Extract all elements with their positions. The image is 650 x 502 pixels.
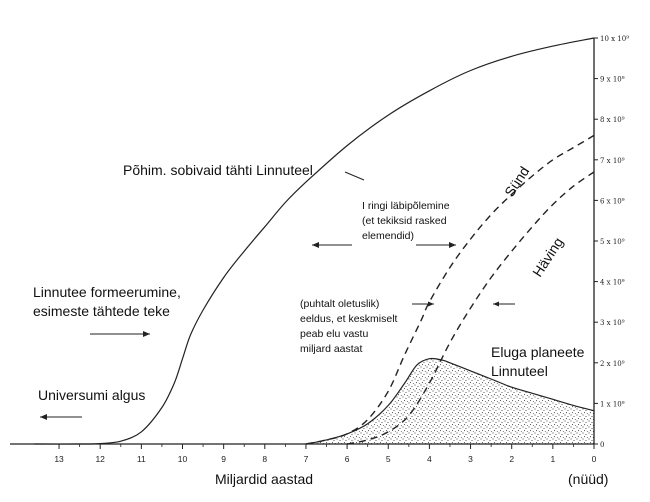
first-cycle-label-line3: elemendid) <box>362 230 414 242</box>
x-tick-label: 3 <box>468 454 473 464</box>
series-layer <box>34 37 595 445</box>
assumption-label-line4: miljard aastat <box>300 343 363 355</box>
y-tick-label: 2 x 10⁹ <box>600 360 625 368</box>
y-tick-label: 8 x 10⁹ <box>600 116 625 124</box>
life-planets-label-line2: Linnuteel <box>491 363 548 379</box>
stars-curve-label: Põhim. sobivaid tähti Linnuteel <box>123 162 313 178</box>
first-cycle-label-line2: (et tekiksid rasked <box>362 215 447 227</box>
life-planets-label-line1: Eluga planeete <box>491 344 585 360</box>
first-cycle-label-line1: I ringi läbipõlemine <box>362 200 450 212</box>
x-tick-label: 0 <box>592 454 597 464</box>
series-line-2 <box>305 134 595 445</box>
galaxy-formation-label-line2: esimeste tähtede teke <box>33 303 170 319</box>
birth-curve-label: Sünd <box>501 163 532 199</box>
y-tick-label: 5 x 10⁹ <box>600 238 625 246</box>
arrow-right-icon <box>412 301 434 307</box>
arrow-left-icon <box>493 301 515 307</box>
life-planets-area <box>305 358 594 444</box>
x-tick-label: 2 <box>509 454 514 464</box>
y-ticks: 0 1 x 10⁹ 2 x 10⁹ 3 x 10⁹ 4 x 10⁹ 5 x 10⁹ 6 x … <box>594 35 629 449</box>
x-tick-label: 6 <box>345 454 350 464</box>
arrow-left-icon <box>40 414 82 420</box>
extinction-curve-label: Häving <box>529 234 566 279</box>
series-line-1 <box>34 37 595 445</box>
x-tick-label: 11 <box>137 454 146 464</box>
assumption-label-line1: (puhtalt oletuslik) <box>300 298 379 310</box>
y-tick-label: 10 x 10⁹ <box>600 35 629 43</box>
y-tick-label: 1 x 10⁹ <box>600 400 625 408</box>
y-tick-label: 9 x 10⁹ <box>600 76 625 84</box>
assumption-label-line3: peab elu vastu <box>300 328 368 340</box>
x-tick-label: 10 <box>178 454 188 464</box>
stars-label-pointer <box>344 171 365 181</box>
x-tick-label: 4 <box>427 454 432 464</box>
life-planets-area-layer <box>305 358 594 444</box>
x-axis-label: Miljardid aastad <box>215 471 313 487</box>
x-now-label: (nüüd) <box>568 471 608 487</box>
y-tick-label: 4 x 10⁹ <box>600 279 625 287</box>
x-tick-label: 9 <box>221 454 226 464</box>
y-tick-label: 7 x 10⁹ <box>600 157 625 165</box>
y-tick-label: 0 <box>600 441 604 449</box>
universe-start-label: Universumi algus <box>38 387 145 403</box>
x-tick-label: 12 <box>95 454 105 464</box>
x-tick-label: 1 <box>550 454 555 464</box>
arrow-right-icon <box>90 331 150 337</box>
x-tick-label: 13 <box>54 454 64 464</box>
x-tick-label: 7 <box>304 454 309 464</box>
y-tick-label: 6 x 10⁹ <box>600 197 625 205</box>
series-line-3 <box>346 171 595 445</box>
arrow-left-icon <box>312 242 352 248</box>
x-tick-label: 5 <box>386 454 391 464</box>
y-tick-label: 3 x 10⁹ <box>600 319 625 327</box>
assumption-label-line2: eeldus, et keskmiselt <box>300 313 398 325</box>
life-planets-line <box>305 357 595 445</box>
galaxy-formation-label-line1: Linnutee formeerumine, <box>33 284 181 300</box>
arrow-right-icon <box>416 242 456 248</box>
x-tick-label: 8 <box>262 454 267 464</box>
x-ticks: 13 12 11 10 9 8 7 6 5 4 3 2 1 0 <box>54 444 597 464</box>
